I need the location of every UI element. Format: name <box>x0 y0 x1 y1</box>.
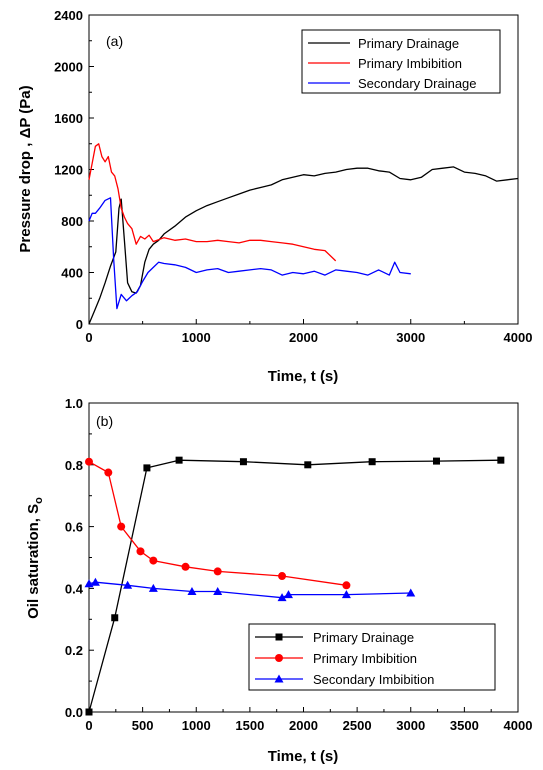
legend-label: Primary Imbibition <box>313 651 417 666</box>
y-tick-label: 800 <box>61 214 83 229</box>
legend-marker <box>275 633 283 641</box>
oil-saturation-chart: 0 500 1000 1500 2000 2500 3000 3500 4000 0.00.20… <box>25 396 532 765</box>
data-point <box>277 593 287 602</box>
x-tick-label: 0 <box>85 718 92 733</box>
legend-label: Secondary Imbibition <box>313 672 434 687</box>
data-point <box>123 580 133 589</box>
legend-entry-primary-drainage: Primary Drainage <box>308 36 459 51</box>
data-point <box>187 586 197 595</box>
x-tick-label: 1000 <box>182 330 211 345</box>
data-point <box>304 461 312 469</box>
data-point <box>143 464 151 472</box>
legend: Primary Drainage Primary Imbibition Second… <box>301 29 501 94</box>
y-tick-label: 0.2 <box>65 643 83 658</box>
data-point <box>342 581 351 590</box>
data-point <box>181 562 190 571</box>
data-point <box>213 567 222 576</box>
data-point <box>136 547 145 556</box>
x-tick-label: 1000 <box>182 718 211 733</box>
data-point <box>90 577 100 586</box>
data-point <box>117 522 126 531</box>
y-axis-ticks: 0 400 800 1200 1600 2000 2400 <box>54 8 94 332</box>
pressure-drop-chart: 0 1000 2000 3000 4000 0 400 800 1200 1600 2000 240… <box>17 8 532 385</box>
y-tick-label: 1600 <box>54 111 83 126</box>
series-primary-drainage <box>88 166 519 325</box>
y-axis-label: Oil saturation, So <box>25 497 45 619</box>
legend-entry-primary-drainage: Primary Drainage <box>255 630 414 645</box>
x-tick-label: 3000 <box>396 330 425 345</box>
y-axis-label-subscript: o <box>33 497 45 504</box>
x-tick-label: 3000 <box>396 718 425 733</box>
data-point <box>213 586 223 595</box>
data-point <box>368 458 376 466</box>
series-group <box>88 143 519 325</box>
data-point <box>497 456 505 464</box>
x-tick-label: 500 <box>132 718 154 733</box>
y-axis-ticks: 0.0 0.2 0.4 0.6 0.8 1.0 <box>65 396 94 720</box>
series-primary-imbibition <box>85 457 351 590</box>
y-tick-label: 2000 <box>54 60 83 75</box>
x-tick-label: 4000 <box>504 330 533 345</box>
y-tick-label: 1200 <box>54 163 83 178</box>
y-axis-label: Pressure drop , ΔP (Pa) <box>17 85 34 252</box>
panel-label: (a) <box>106 33 123 49</box>
y-tick-label: 0 <box>76 317 83 332</box>
x-tick-label: 4000 <box>504 718 533 733</box>
y-tick-label: 2400 <box>54 8 83 23</box>
data-point <box>148 583 158 592</box>
series-line-secondary-imbibition <box>88 581 411 599</box>
legend-label: Secondary Drainage <box>358 76 477 91</box>
y-tick-label: 400 <box>61 266 83 281</box>
data-point <box>111 614 119 622</box>
series-line-secondary-drainage <box>88 197 411 310</box>
data-point <box>432 457 440 465</box>
y-tick-label: 0.6 <box>65 520 83 535</box>
x-axis-ticks: 0 500 1000 1500 2000 2500 3000 3500 4000 <box>85 707 532 733</box>
series-group <box>84 456 505 716</box>
series-secondary-imbibition <box>84 577 416 602</box>
x-tick-label: 2000 <box>289 718 318 733</box>
data-point <box>239 458 247 466</box>
data-point <box>85 457 93 466</box>
series-primary-imbibition <box>88 143 337 262</box>
data-point <box>278 572 287 581</box>
series-line-primary-imbibition <box>88 143 337 262</box>
data-point <box>175 456 183 464</box>
legend-marker <box>274 674 284 683</box>
x-tick-label: 0 <box>85 330 92 345</box>
x-axis-ticks: 0 1000 2000 3000 4000 <box>85 319 532 345</box>
legend: Primary Drainage Primary Imbibition Second… <box>248 623 496 691</box>
data-point <box>85 708 93 716</box>
y-tick-label: 1.0 <box>65 396 83 411</box>
y-tick-label: 0.4 <box>65 581 84 596</box>
data-point <box>341 590 351 599</box>
x-axis-label: Time, t (s) <box>268 368 339 385</box>
data-point <box>406 588 416 597</box>
y-axis-label-main: Oil saturation, S <box>25 504 42 619</box>
x-tick-label: 2500 <box>343 718 372 733</box>
data-point <box>283 590 293 599</box>
series-line-primary-drainage <box>88 166 519 325</box>
x-tick-label: 2000 <box>289 330 318 345</box>
legend-entry-primary-imbibition: Primary Imbibition <box>255 651 417 666</box>
y-tick-label: 0.0 <box>65 705 83 720</box>
legend-label: Primary Imbibition <box>358 56 462 71</box>
legend-entry-secondary-imbibition: Secondary Imbibition <box>255 672 434 687</box>
panel-label: (b) <box>96 413 113 429</box>
legend-marker <box>275 654 283 662</box>
data-point <box>104 468 113 477</box>
legend-entry-primary-imbibition: Primary Imbibition <box>308 56 462 71</box>
x-axis-label: Time, t (s) <box>268 748 339 765</box>
legend-label: Primary Drainage <box>313 630 414 645</box>
x-tick-label: 3500 <box>450 718 479 733</box>
legend-entry-secondary-drainage: Secondary Drainage <box>308 76 477 91</box>
data-point <box>149 556 158 565</box>
legend-label: Primary Drainage <box>358 36 459 51</box>
series-secondary-drainage <box>88 197 411 310</box>
y-tick-label: 0.8 <box>65 458 83 473</box>
series-primary-drainage <box>85 456 505 716</box>
series-line-primary-imbibition <box>88 461 347 586</box>
x-tick-label: 1500 <box>235 718 264 733</box>
